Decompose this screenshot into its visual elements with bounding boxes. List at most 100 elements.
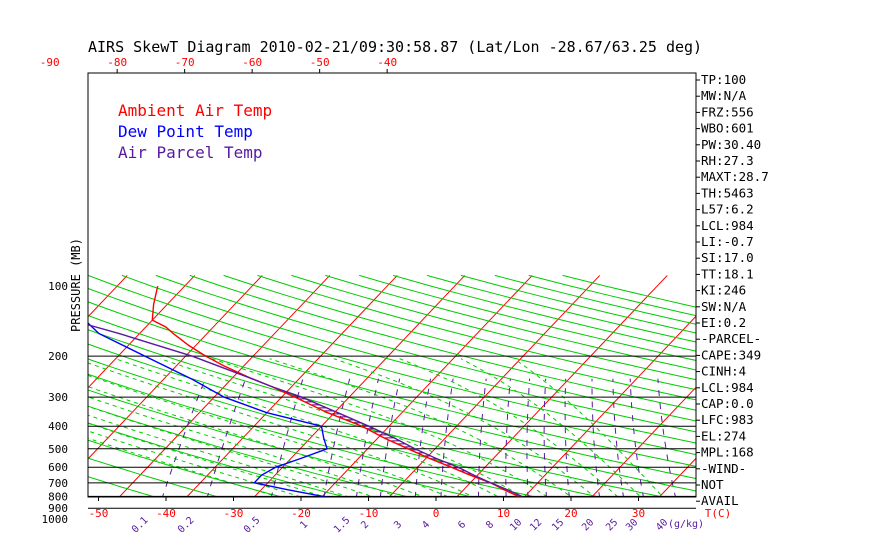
isotherm-line: [769, 275, 870, 523]
moist-adiabat-line: [159, 358, 525, 497]
stability-index: -WIND-: [701, 461, 746, 476]
mixing-ratio-label: 12: [528, 517, 544, 533]
pressure-tick-label: 300: [48, 391, 68, 404]
dry-adiabat-line: [88, 287, 696, 456]
mixing-ratio-line: [379, 378, 401, 497]
stability-index: FRZ:556: [701, 104, 754, 119]
dry-adiabat-line: [88, 329, 696, 492]
moist-adiabat-line: [88, 396, 400, 497]
bottom-temp-tick-label: -20: [291, 507, 311, 520]
stability-index: EI:0.2: [701, 315, 746, 330]
stability-index: WBO:601: [701, 121, 754, 136]
mixing-ratio-label: 8: [484, 519, 496, 531]
stability-index: LCL:984: [701, 218, 754, 233]
moist-adiabat-line: [269, 358, 573, 497]
moist-adiabat-line: [115, 358, 500, 497]
mixing-ratio-line: [478, 378, 487, 497]
stability-index: SI:17.0: [701, 250, 754, 265]
bottom-temp-tick-label: 20: [564, 507, 577, 520]
mixing-ratio-label: 4: [420, 519, 432, 531]
top-temp-tick-label: -50: [310, 56, 330, 69]
pressure-tick-label: 600: [48, 461, 68, 474]
mixing-ratio-label: 10: [508, 517, 524, 533]
dry-adiabat-line: [88, 301, 696, 467]
stability-index: LI:-0.7: [701, 234, 754, 249]
dry-adiabat-line: [121, 274, 696, 433]
bottom-temp-tick-label: 30: [632, 507, 645, 520]
top-temp-tick-label: -80: [107, 56, 127, 69]
stability-index: CINH:4: [701, 364, 746, 379]
pressure-tick-label: 1000: [42, 513, 69, 526]
stability-index: -PARCEL-: [701, 331, 761, 346]
stability-index: LCL:984: [701, 380, 754, 395]
pressure-tick-label: 900: [48, 502, 68, 515]
pressure-tick-label: 400: [48, 420, 68, 433]
pressure-tick-label: 500: [48, 443, 68, 456]
mixing-ratio-label: 2: [359, 519, 371, 531]
dry-adiabat-line: [88, 422, 348, 497]
stability-index: EL:274: [701, 428, 746, 443]
mixing-ratio-label: 0.5: [242, 515, 263, 536]
dry-adiabat-line: [291, 274, 696, 381]
mixing-ratio-unit: (g/kg): [668, 519, 704, 530]
moist-adiabat-line: [88, 386, 425, 497]
chart-axes: -120-110-100-90-80-70-60-50-40-50-40-30-…: [40, 56, 732, 536]
chart-title: AIRS SkewT Diagram 2010-02-21/09:30:58.8…: [88, 38, 702, 56]
moist-adiabat-line: [88, 362, 475, 497]
dry-adiabat-line: [88, 373, 538, 497]
stability-index: L57:6.2: [701, 202, 754, 217]
moist-adiabat-line: [88, 437, 281, 497]
mixing-ratio-label: 0.1: [130, 515, 151, 536]
mixing-ratio-label: 1: [298, 519, 310, 531]
mixing-ratio-line: [440, 378, 454, 497]
bottom-temp-tick-label: -10: [359, 507, 379, 520]
dry-adiabat-line: [88, 314, 696, 480]
mixing-ratio-label: 1.5: [332, 515, 353, 536]
legend-entry: Ambient Air Temp: [118, 101, 272, 120]
mixing-ratio-label: 3: [392, 519, 404, 531]
dry-adiabat-line: [88, 439, 284, 497]
stability-index: TH:5463: [701, 185, 754, 200]
bottom-temp-tick-label: -50: [89, 507, 109, 520]
profile-line: [88, 322, 334, 497]
dry-adiabat-line: [189, 274, 696, 411]
dry-adiabat-line: [88, 274, 696, 444]
pressure-tick-label: 700: [48, 477, 68, 490]
top-temp-tick-label: -70: [175, 56, 195, 69]
mixing-ratio-label: 25: [604, 517, 620, 533]
x-axis-label: T(C): [705, 507, 732, 520]
stability-index: PW:30.40: [701, 137, 761, 152]
isotherm-line: [388, 275, 601, 497]
moist-adiabat-line: [88, 374, 450, 497]
dry-adiabat-line: [528, 274, 696, 317]
pressure-tick-label: 800: [48, 490, 68, 503]
isotherm-line: [88, 275, 196, 389]
mixing-ratio-line: [629, 378, 644, 497]
stability-index: TP:100: [701, 72, 746, 87]
stability-index: KI:246: [701, 283, 746, 298]
stability-index: MAXT:28.7: [701, 169, 769, 184]
mixing-ratio-label: 0.2: [176, 515, 197, 536]
bottom-temp-tick-label: -30: [224, 507, 244, 520]
mixing-ratio-line: [414, 378, 431, 497]
top-temp-tick-label: -90: [40, 56, 60, 69]
moist-adiabat-line: [88, 422, 327, 497]
top-temp-tick-label: -60: [242, 56, 262, 69]
stability-index: TT:18.1: [701, 266, 754, 281]
dry-adiabat-line: [88, 389, 475, 497]
pressure-tick-label: 100: [48, 280, 68, 293]
profile-line: [88, 324, 526, 497]
moist-adiabat-line: [513, 358, 664, 497]
legend-entry: Air Parcel Temp: [118, 143, 263, 162]
sounding-profiles: [88, 285, 526, 497]
dry-adiabat-line: [257, 274, 696, 391]
mixing-ratio-label: 6: [456, 519, 468, 531]
isotherm-line: [836, 275, 870, 523]
stability-index: CAP:0.0: [701, 396, 754, 411]
moist-adiabat-line: [460, 358, 642, 497]
bottom-temp-tick-label: -40: [156, 507, 176, 520]
stability-index: RH:27.3: [701, 153, 754, 168]
